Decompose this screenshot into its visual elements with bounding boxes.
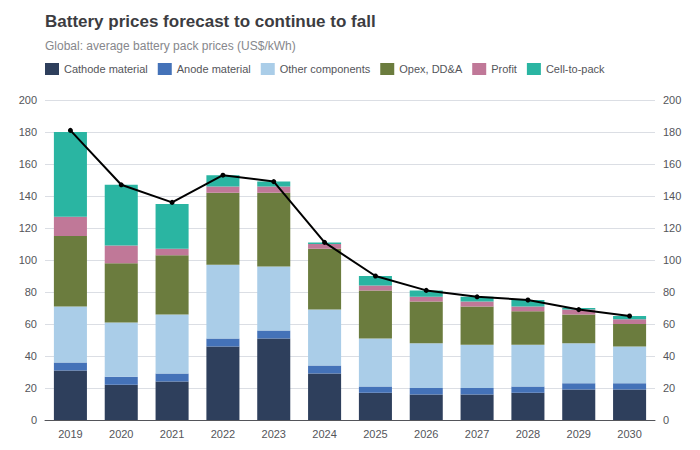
svg-text:2019: 2019 — [58, 428, 82, 440]
svg-text:60: 60 — [25, 318, 37, 330]
svg-text:60: 60 — [663, 318, 675, 330]
svg-text:100: 100 — [19, 254, 37, 266]
svg-text:40: 40 — [663, 350, 675, 362]
svg-text:120: 120 — [19, 222, 37, 234]
svg-text:200: 200 — [19, 94, 37, 106]
svg-text:Anode material: Anode material — [177, 63, 251, 75]
svg-text:160: 160 — [19, 158, 37, 170]
svg-text:80: 80 — [25, 286, 37, 298]
svg-text:Cell-to-pack: Cell-to-pack — [546, 63, 605, 75]
svg-text:2027: 2027 — [465, 428, 489, 440]
svg-text:2020: 2020 — [109, 428, 133, 440]
svg-text:Battery prices forecast to con: Battery prices forecast to continue to f… — [45, 12, 376, 31]
svg-text:140: 140 — [663, 190, 681, 202]
svg-text:2022: 2022 — [211, 428, 235, 440]
svg-text:20: 20 — [25, 382, 37, 394]
svg-text:Other components: Other components — [280, 63, 371, 75]
svg-text:2030: 2030 — [617, 428, 641, 440]
svg-text:200: 200 — [663, 94, 681, 106]
svg-text:2028: 2028 — [516, 428, 540, 440]
svg-text:2024: 2024 — [312, 428, 336, 440]
svg-text:2021: 2021 — [160, 428, 184, 440]
svg-text:0: 0 — [663, 414, 669, 426]
svg-text:Global: average battery pack p: Global: average battery pack prices (US$… — [45, 39, 296, 53]
svg-text:20: 20 — [663, 382, 675, 394]
svg-text:0: 0 — [31, 414, 37, 426]
svg-text:2026: 2026 — [414, 428, 438, 440]
svg-text:100: 100 — [663, 254, 681, 266]
svg-text:180: 180 — [663, 126, 681, 138]
svg-text:2029: 2029 — [567, 428, 591, 440]
svg-text:2023: 2023 — [262, 428, 286, 440]
svg-text:Opex, DD&A: Opex, DD&A — [399, 63, 463, 75]
svg-text:Profit: Profit — [491, 63, 517, 75]
svg-text:160: 160 — [663, 158, 681, 170]
svg-text:140: 140 — [19, 190, 37, 202]
svg-text:180: 180 — [19, 126, 37, 138]
svg-text:Cathode material: Cathode material — [64, 63, 148, 75]
svg-text:2025: 2025 — [363, 428, 387, 440]
svg-text:80: 80 — [663, 286, 675, 298]
svg-text:120: 120 — [663, 222, 681, 234]
svg-text:40: 40 — [25, 350, 37, 362]
